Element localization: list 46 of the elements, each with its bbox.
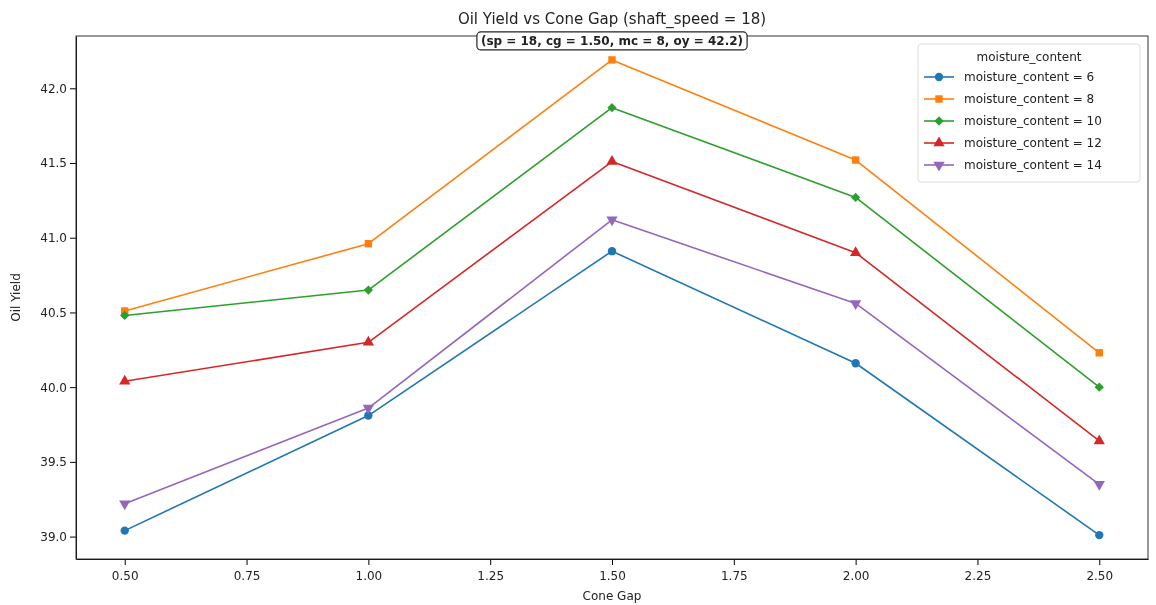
x-tick-label: 2.50 bbox=[1086, 569, 1114, 583]
x-tick-label: 1.00 bbox=[355, 569, 383, 583]
point bbox=[1093, 434, 1105, 445]
legend-label: moisture_content = 6 bbox=[964, 70, 1095, 84]
point bbox=[1095, 530, 1104, 540]
x-tick-label: 2.00 bbox=[842, 569, 870, 583]
point bbox=[608, 56, 616, 64]
legend-label: moisture_content = 10 bbox=[964, 114, 1102, 128]
legend-label: moisture_content = 14 bbox=[964, 158, 1102, 172]
x-axis-title: Cone Gap bbox=[582, 589, 642, 603]
x-tick-label: 0.75 bbox=[233, 569, 261, 583]
point bbox=[607, 103, 617, 113]
legend-label: moisture_content = 12 bbox=[964, 136, 1102, 150]
point bbox=[120, 310, 130, 321]
y-axis-title: Oil Yield bbox=[9, 273, 23, 322]
legend-label: moisture_content = 8 bbox=[964, 92, 1095, 106]
y-tick-label: 39.5 bbox=[40, 455, 67, 470]
point bbox=[850, 300, 862, 310]
point bbox=[850, 246, 862, 256]
point bbox=[850, 192, 861, 203]
point bbox=[606, 155, 618, 165]
y-tick-label: 40.5 bbox=[40, 305, 67, 320]
point bbox=[362, 404, 374, 415]
y-tick-label: 42.0 bbox=[40, 81, 67, 96]
point bbox=[1094, 382, 1104, 392]
x-tick-label: 1.75 bbox=[720, 569, 748, 583]
x-tick-label: 2.25 bbox=[964, 569, 992, 583]
x-tick-label: 1.50 bbox=[599, 569, 626, 583]
point bbox=[119, 500, 131, 511]
x-tick-label: 0.50 bbox=[111, 569, 139, 583]
point bbox=[851, 156, 860, 164]
y-tick-label: 39.0 bbox=[40, 529, 67, 544]
point bbox=[362, 335, 374, 346]
point bbox=[851, 359, 860, 368]
point bbox=[119, 374, 131, 385]
point bbox=[363, 285, 374, 295]
annotation: (sp = 18, cg = 1.50, mc = 8, oy = 42.2) bbox=[480, 33, 744, 48]
point bbox=[120, 526, 129, 535]
point bbox=[607, 247, 617, 256]
y-tick-label: 41.0 bbox=[40, 231, 67, 246]
chart-title: Oil Yield vs Cone Gap (shaft_speed = 18) bbox=[457, 10, 767, 29]
y-tick-label: 41.5 bbox=[40, 156, 67, 171]
legend-title: moisture_content bbox=[976, 50, 1082, 64]
point bbox=[1093, 481, 1105, 491]
x-tick-label: 1.25 bbox=[477, 569, 505, 583]
y-tick-label: 40.0 bbox=[40, 380, 67, 395]
